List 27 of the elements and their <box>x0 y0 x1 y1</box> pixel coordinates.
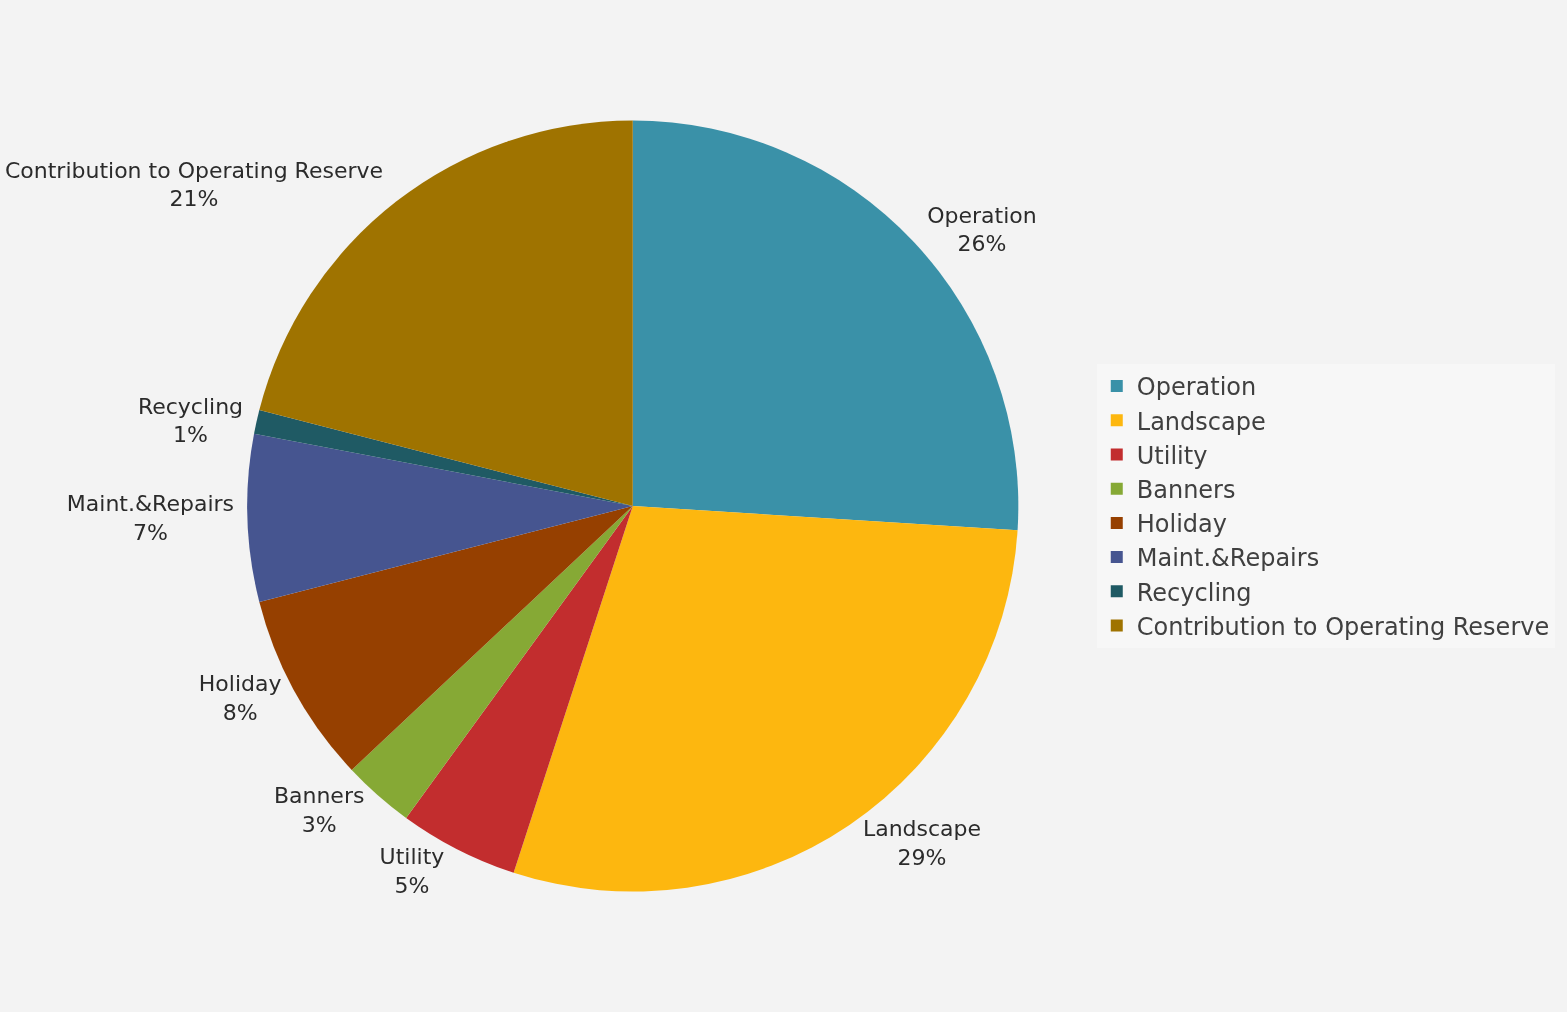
legend-label: Maint.&Repairs <box>1136 544 1320 573</box>
data-label: 21% <box>169 186 219 212</box>
legend-label: Holiday <box>1136 510 1227 539</box>
data-label: 1% <box>173 422 208 448</box>
slice-label: Banners <box>273 783 365 809</box>
data-label: 8% <box>222 699 258 725</box>
data-label: 29% <box>897 845 947 871</box>
slice-label: Contribution to Operating Reserve <box>4 157 384 183</box>
data-label: 26% <box>957 231 1007 257</box>
slice-label: Holiday <box>198 671 282 697</box>
pie-slice <box>247 433 633 602</box>
data-label: 5% <box>394 872 430 898</box>
slice-label: Landscape <box>862 816 982 842</box>
pie-slice <box>513 506 1018 892</box>
slice-label: Operation <box>927 202 1037 228</box>
legend-label: Contribution to Operating Reserve <box>1136 612 1550 641</box>
legend-label: Utility <box>1136 441 1208 470</box>
legend-label: Banners <box>1136 476 1236 505</box>
slice-label: Maint.&Repairs <box>66 491 234 517</box>
slice-label: Utility <box>379 844 445 870</box>
legend-label: Landscape <box>1136 407 1266 436</box>
legend-label: Recycling <box>1136 578 1252 607</box>
data-label: 3% <box>301 812 337 838</box>
pie-slice <box>254 410 633 506</box>
slice-label: Recycling <box>137 393 244 419</box>
legend-label: Operation <box>1136 373 1257 402</box>
data-label: 7% <box>132 519 168 545</box>
